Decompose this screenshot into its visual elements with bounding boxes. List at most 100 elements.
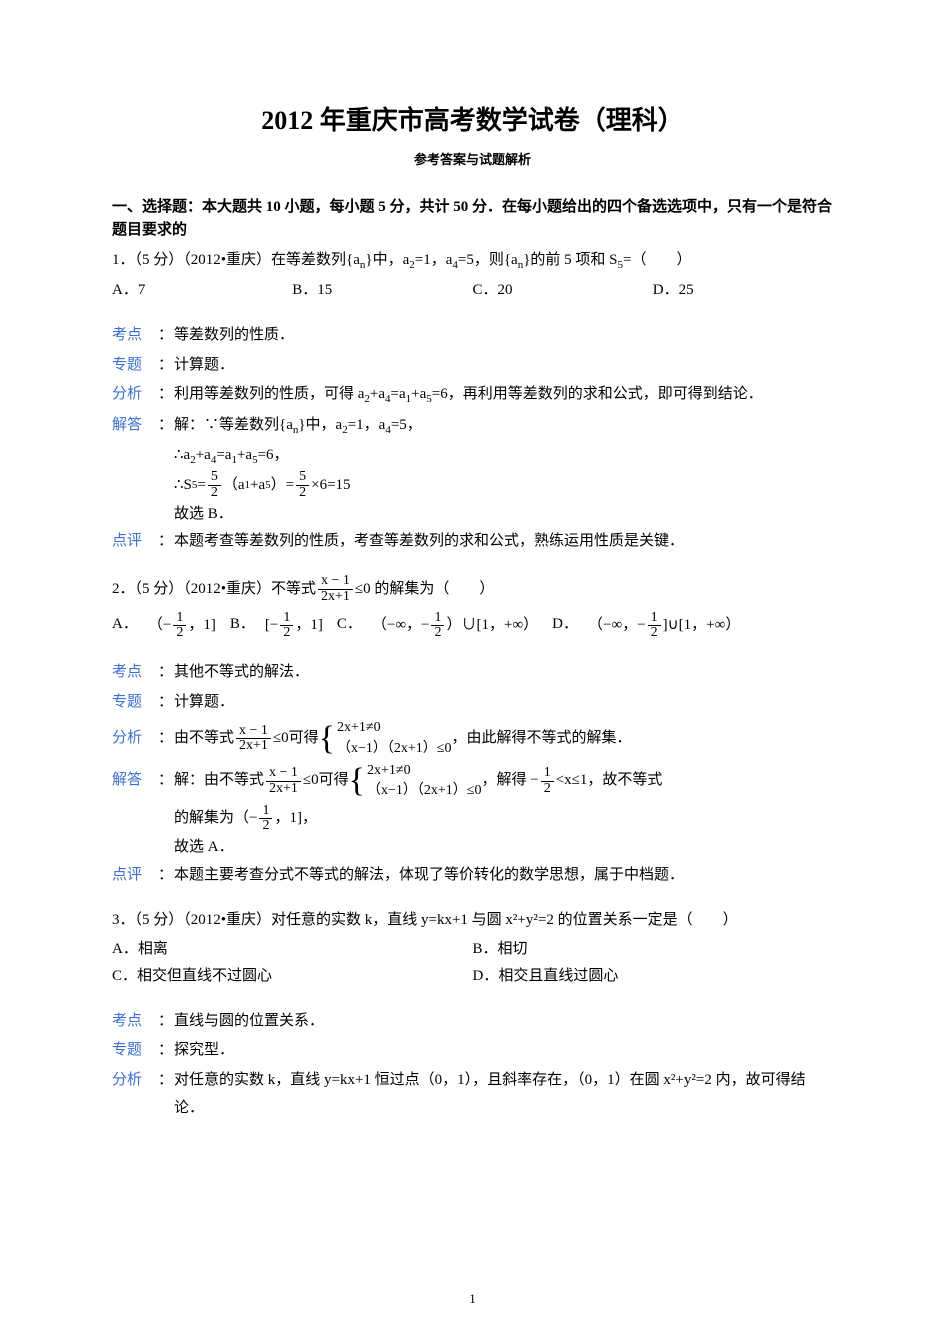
den: 2 [296, 486, 309, 501]
zhuanti-label: 专题 [112, 352, 158, 380]
q1-option-b: B．15 [292, 277, 472, 304]
one: 1] [203, 612, 216, 639]
q2-jieda-row: 解答： 解：由不等式 x − 12x+1 ≤0可得 { 2x+1≠0 （x−1）… [112, 761, 833, 802]
half: 12 [173, 611, 186, 641]
colon: ： [158, 352, 174, 380]
t: =5， [391, 417, 422, 433]
colon: ： [158, 1067, 174, 1095]
q2-stem-pre: 2．（5 分）（2012•重庆）不等式 [112, 576, 316, 602]
brace-lines: 2x+1≠0 （x−1）（2x+1）≤0 [367, 761, 481, 802]
n: x − 1 [266, 766, 301, 782]
half: 12 [259, 804, 272, 834]
num: x − 1 [318, 574, 353, 590]
t: =a [391, 386, 406, 402]
colon: ： [158, 659, 174, 687]
t: +a [370, 386, 385, 402]
d: 2 [259, 819, 272, 834]
t: =a [216, 447, 231, 463]
q1-stem-text-3: =1，a [415, 252, 453, 268]
q2-stem-post: ≤0 的解集为（ ） [355, 576, 494, 602]
q3-fenxi-row: 分析： 对任意的实数 k，直线 y=kx+1 恒过点（0，1），且斜率存在，（0… [112, 1067, 833, 1123]
q2-opt-c: （−∞，−12）∪[1，+∞） [372, 611, 538, 641]
q1-jieda-line4: 故选 B． [174, 501, 833, 529]
q1-fenxi-row: 分析： 利用等差数列的性质，可得 a2+a4=a1+a5=6，再利用等差数列的求… [112, 381, 833, 409]
t: 由不等式 [174, 725, 234, 753]
t: =6， [258, 447, 289, 463]
q1-jieda-line2: ∴a2+a4=a1+a5=6， [174, 442, 833, 470]
q3-option-c: C．相交但直线不过圆心 [112, 963, 473, 990]
n: 1 [173, 611, 186, 627]
t: +a [250, 472, 265, 500]
q2-d-label: D． [552, 611, 578, 638]
ni: −∞ [387, 612, 406, 639]
n: 1 [541, 766, 554, 782]
jieda-label: 解答 [112, 412, 158, 440]
brace-system: { 2x+1≠0 （x−1）（2x+1）≤0 [319, 718, 452, 759]
t: ，1]， [274, 805, 317, 833]
q2-explain: 考点： 其他不等式的解法． 专题： 计算题． 分析： 由不等式 x − 12x+… [112, 659, 833, 890]
q2-zhuanti-row: 专题： 计算题． [112, 689, 833, 717]
d: 2 [280, 626, 293, 641]
n: 1 [259, 804, 272, 820]
colon: ： [158, 1037, 174, 1065]
q3-option-b: B．相切 [473, 936, 834, 963]
d: 2 [541, 782, 554, 797]
fraction-5-2: 52 [208, 470, 221, 500]
q2-jieda-line3: 故选 A． [174, 834, 833, 862]
q1-dianping-row: 点评： 本题考查等差数列的性质，考查等差数列的求和公式，熟练运用性质是关键． [112, 528, 833, 556]
ni: −∞ [603, 612, 622, 639]
t: ≤0可得 [273, 725, 319, 753]
q1-option-c: C．20 [473, 277, 653, 304]
q2-jieda-line1: 解：由不等式 x − 12x+1 ≤0可得 { 2x+1≠0 （x−1）（2x+… [174, 761, 833, 802]
q2-jieda-line2: 的解集为（− 12 ，1]， [174, 804, 833, 834]
q2-opt-b: [−12，1] [265, 611, 323, 641]
n: 1 [648, 611, 661, 627]
q1-stem-text-2: }中，a [365, 252, 409, 268]
q1-jieda-row: 解答： 解：∵等差数列{an}中，a2=1，a4=5， [112, 412, 833, 440]
num: 5 [208, 470, 221, 486]
bt: 2x+1≠0 [337, 718, 451, 738]
q1-zhuanti: 计算题． [174, 352, 833, 380]
t: ）= [271, 472, 294, 500]
brace-icon: { [349, 761, 367, 802]
colon: ： [158, 528, 174, 556]
kaodian-label: 考点 [112, 1008, 158, 1036]
kaodian-label: 考点 [112, 659, 158, 687]
colon: ： [158, 1008, 174, 1036]
q1-stem-text-6: =（ ） [623, 252, 691, 268]
q2-c-label: C． [337, 611, 362, 638]
frac: x − 12x+1 [266, 766, 301, 796]
main-title: 2012 年重庆市高考数学试卷（理科） [112, 100, 833, 137]
q3-zhuanti-row: 专题： 探究型． [112, 1037, 833, 1065]
d: 2x+1 [266, 782, 301, 797]
bt: 2x+1≠0 [367, 761, 481, 781]
colon: ： [158, 862, 174, 890]
t: ∴S [174, 472, 192, 500]
q3-fenxi: 对任意的实数 k，直线 y=kx+1 恒过点（0，1），且斜率存在，（0，1）在… [174, 1067, 833, 1123]
fenxi-label: 分析 [112, 725, 158, 753]
q2-opt-d: （−∞，−12]∪[1，+∞） [588, 611, 740, 641]
q1-dianping: 本题考查等差数列的性质，考查等差数列的求和公式，熟练运用性质是关键． [174, 528, 833, 556]
t: +a [237, 447, 252, 463]
q1-options: A．7 B．15 C．20 D．25 [112, 277, 833, 304]
t: 解：∵等差数列{a [174, 417, 293, 433]
section-header: 一、选择题：本大题共 10 小题，每小题 5 分，共计 50 分．在每小题给出的… [112, 196, 833, 243]
t: （a [223, 472, 245, 500]
subtitle: 参考答案与试题解析 [112, 149, 833, 168]
kaodian-label: 考点 [112, 322, 158, 350]
brace-system: { 2x+1≠0 （x−1）（2x+1）≤0 [349, 761, 482, 802]
q2-stem: 2．（5 分）（2012•重庆）不等式 x − 12x+1 ≤0 的解集为（ ） [112, 574, 833, 604]
q1-jieda-line1: 解：∵等差数列{an}中，a2=1，a4=5， [174, 412, 833, 440]
q2-kaodian: 其他不等式的解法． [174, 659, 833, 687]
q1-kaodian: 等差数列的性质． [174, 322, 833, 350]
q3-kaodian-row: 考点： 直线与圆的位置关系． [112, 1008, 833, 1036]
fraction-5-2b: 52 [296, 470, 309, 500]
fenxi-label: 分析 [112, 381, 158, 409]
q2-kaodian-row: 考点： 其他不等式的解法． [112, 659, 833, 687]
n: 1 [431, 611, 444, 627]
q1-jieda-line3: ∴S5= 52 （a1+a5）= 52 ×6=15 [174, 470, 833, 500]
q3-options: A．相离 B．相切 C．相交但直线不过圆心 D．相交且直线过圆心 [112, 936, 833, 990]
t: }中，a [298, 417, 342, 433]
t: = [197, 472, 205, 500]
q2-opt-a: （−12，1] [148, 611, 216, 641]
